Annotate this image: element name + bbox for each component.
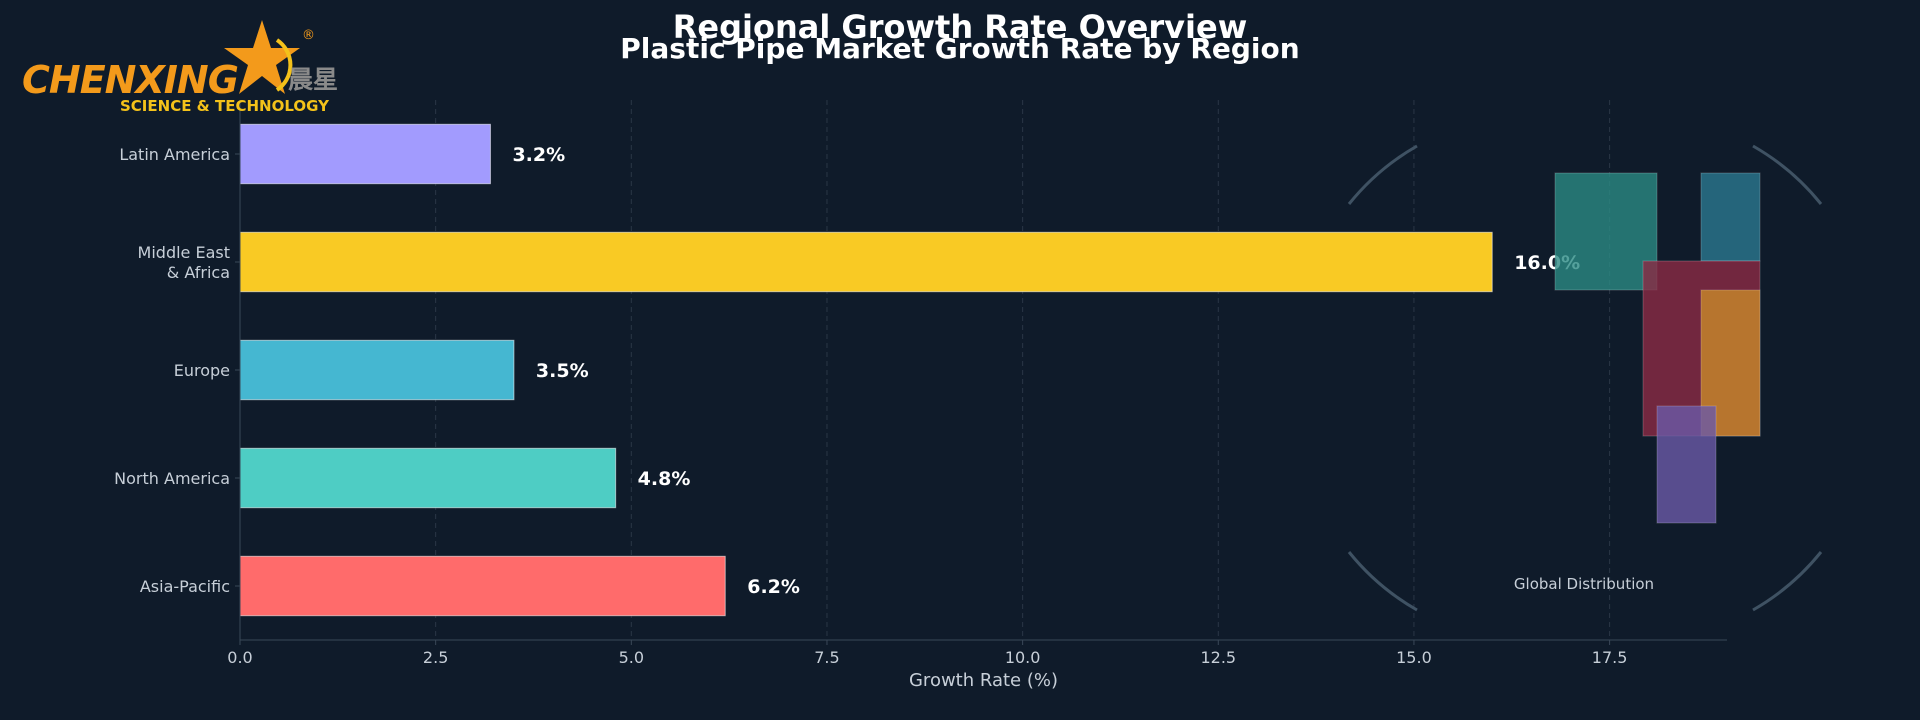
inset-frame-arc [1347, 551, 1418, 612]
inset-frame-arc [1752, 144, 1823, 205]
bar-north-america [239, 447, 617, 509]
bar-europe [239, 339, 515, 401]
y-tick-label: & Africa [167, 263, 230, 282]
bar-value-label: 6.2% [747, 576, 800, 598]
bar-middle-east---africa [239, 231, 1493, 293]
x-tick-label: 15.0 [1396, 648, 1432, 667]
x-tick-label: 7.5 [814, 648, 839, 667]
y-tick-label: Middle East [138, 243, 230, 262]
y-tick-label: North America [114, 469, 230, 488]
y-tick-label: Latin America [119, 145, 230, 164]
x-tick-label: 5.0 [619, 648, 644, 667]
inset-label: Global Distribution [1514, 575, 1654, 593]
inset-block [1700, 172, 1761, 262]
x-tick-label: 2.5 [423, 648, 448, 667]
x-tick-label: 17.5 [1592, 648, 1628, 667]
logo-name: CHENXING [22, 58, 239, 102]
axes: 0.0 2.5 5.0 7.5 10.0 12.5 15.0 17.5 Growth Rate … [114, 100, 1727, 691]
x-tick-label: 10.0 [1005, 648, 1041, 667]
bar-value-label: 3.2% [512, 144, 565, 166]
logo-registered-icon: ® [302, 28, 315, 43]
company-logo: CHENXING SCIENCE & TECHNOLOGY 晨星 ® [22, 18, 352, 118]
x-tick-label: 12.5 [1200, 648, 1236, 667]
inset-frame-arc [1347, 144, 1418, 205]
x-axis-label: Growth Rate (%) [909, 670, 1058, 691]
inset-block [1656, 405, 1717, 524]
x-tick-label: 0.0 [227, 648, 252, 667]
inset-frame-arc [1752, 551, 1823, 612]
chart-subtitle: Plastic Pipe Market Growth Rate by Regio… [620, 32, 1300, 65]
global-distribution-inset: Global Distribution [1347, 144, 1823, 612]
logo-star-icon [224, 20, 300, 94]
y-tick-label: Asia-Pacific [140, 577, 230, 596]
inset-block [1554, 172, 1658, 291]
bar-value-label: 3.5% [536, 360, 589, 382]
bar-value-label: 4.8% [638, 468, 691, 490]
bars: 6.2%4.8%3.5%16.0%3.2% [239, 123, 1580, 617]
bar-latin-america [239, 123, 491, 185]
bar-asia-pacific [239, 555, 726, 617]
logo-tagline: SCIENCE & TECHNOLOGY [120, 97, 329, 115]
y-tick-label: Europe [174, 361, 230, 380]
chart-title: Regional Growth Rate Overview [672, 8, 1248, 46]
logo-chinese: 晨星 [288, 65, 339, 94]
